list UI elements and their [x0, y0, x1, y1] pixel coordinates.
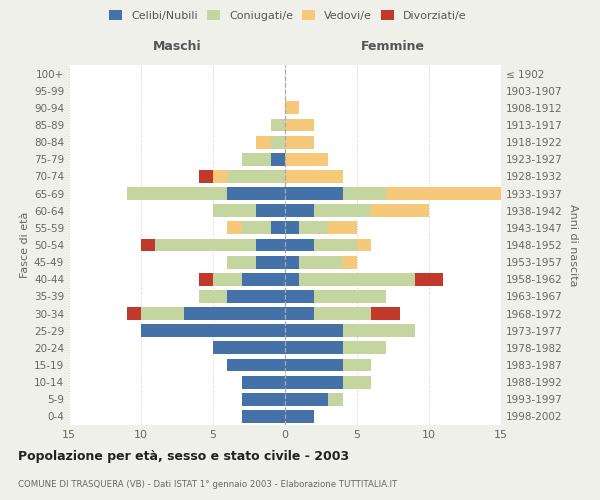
Bar: [199, 290, 227, 303]
Bar: [285, 118, 314, 132]
Bar: [141, 324, 285, 337]
Bar: [227, 170, 285, 183]
Text: COMUNE DI TRASQUERA (VB) - Dati ISTAT 1° gennaio 2003 - Elaborazione TUTTITALIA.: COMUNE DI TRASQUERA (VB) - Dati ISTAT 1°…: [18, 480, 397, 489]
Bar: [199, 273, 213, 285]
Bar: [299, 273, 415, 285]
Bar: [271, 136, 285, 148]
Bar: [285, 153, 328, 166]
Bar: [343, 324, 415, 337]
Bar: [256, 204, 285, 217]
Bar: [371, 307, 400, 320]
Bar: [285, 238, 314, 252]
Bar: [271, 118, 285, 132]
Bar: [314, 238, 357, 252]
Bar: [227, 290, 285, 303]
Bar: [357, 238, 371, 252]
Bar: [213, 204, 256, 217]
Bar: [285, 376, 343, 388]
Bar: [343, 358, 371, 372]
Bar: [314, 204, 371, 217]
Bar: [285, 307, 314, 320]
Bar: [386, 187, 501, 200]
Bar: [314, 307, 371, 320]
Bar: [343, 342, 386, 354]
Bar: [328, 393, 343, 406]
Bar: [242, 273, 285, 285]
Bar: [242, 393, 285, 406]
Bar: [285, 342, 343, 354]
Bar: [227, 256, 256, 268]
Bar: [256, 136, 271, 148]
Bar: [227, 222, 242, 234]
Bar: [285, 393, 328, 406]
Bar: [141, 307, 184, 320]
Text: Maschi: Maschi: [152, 40, 202, 53]
Bar: [299, 256, 343, 268]
Bar: [343, 256, 357, 268]
Bar: [285, 358, 343, 372]
Bar: [285, 204, 314, 217]
Bar: [371, 204, 429, 217]
Bar: [285, 136, 314, 148]
Bar: [285, 187, 343, 200]
Bar: [285, 324, 343, 337]
Bar: [127, 307, 141, 320]
Bar: [199, 170, 213, 183]
Bar: [343, 376, 371, 388]
Bar: [328, 222, 357, 234]
Y-axis label: Anni di nascita: Anni di nascita: [568, 204, 578, 286]
Bar: [285, 222, 299, 234]
Bar: [227, 187, 285, 200]
Bar: [242, 153, 271, 166]
Bar: [127, 187, 227, 200]
Bar: [256, 238, 285, 252]
Bar: [285, 256, 299, 268]
Text: Popolazione per età, sesso e stato civile - 2003: Popolazione per età, sesso e stato civil…: [18, 450, 349, 463]
Bar: [285, 273, 299, 285]
Bar: [415, 273, 443, 285]
Bar: [242, 222, 271, 234]
Bar: [256, 256, 285, 268]
Bar: [242, 410, 285, 423]
Bar: [213, 170, 227, 183]
Bar: [155, 238, 256, 252]
Bar: [285, 102, 299, 114]
Bar: [213, 273, 242, 285]
Bar: [184, 307, 285, 320]
Bar: [271, 153, 285, 166]
Bar: [141, 238, 155, 252]
Text: Femmine: Femmine: [361, 40, 425, 53]
Bar: [285, 290, 314, 303]
Y-axis label: Fasce di età: Fasce di età: [20, 212, 30, 278]
Bar: [213, 342, 285, 354]
Bar: [227, 358, 285, 372]
Bar: [299, 222, 328, 234]
Bar: [343, 187, 386, 200]
Bar: [271, 222, 285, 234]
Bar: [285, 170, 343, 183]
Bar: [242, 376, 285, 388]
Bar: [314, 290, 386, 303]
Legend: Celibi/Nubili, Coniugati/e, Vedovi/e, Divorziati/e: Celibi/Nubili, Coniugati/e, Vedovi/e, Di…: [105, 6, 471, 25]
Bar: [285, 410, 314, 423]
